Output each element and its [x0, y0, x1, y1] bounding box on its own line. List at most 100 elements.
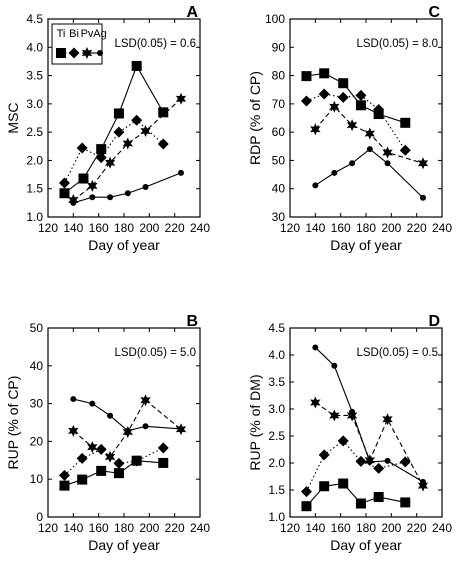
- y-tick-label: 2.0: [26, 153, 43, 167]
- data-point-pv: [68, 424, 79, 437]
- x-axis-label: Day of year: [330, 237, 402, 253]
- data-point-ag: [312, 344, 319, 351]
- data-point-bi: [95, 152, 107, 164]
- data-point-ag: [420, 194, 426, 201]
- data-point-ag: [384, 160, 391, 167]
- x-tick-label: 240: [190, 521, 210, 535]
- panel-letter: C: [428, 4, 440, 21]
- data-point-ag: [366, 146, 373, 153]
- legend-marker-ag: [97, 50, 103, 56]
- data-point-bi: [157, 138, 169, 150]
- legend-marker-ti: [56, 48, 66, 58]
- series-line-ti: [306, 72, 406, 124]
- y-tick-label: 80: [272, 69, 286, 83]
- y-tick-label: 1.5: [26, 182, 43, 196]
- y-tick-label: 4.0: [26, 40, 43, 54]
- legend-marker-bi: [68, 47, 80, 59]
- data-point-bi: [399, 144, 411, 156]
- series-line-ag: [73, 398, 182, 432]
- x-tick-label: 240: [432, 521, 452, 535]
- legend-marker-pv: [81, 47, 93, 59]
- x-tick-label: 180: [356, 521, 376, 535]
- y-tick-label: 2.5: [268, 429, 285, 443]
- y-tick-label: 3.5: [26, 69, 43, 83]
- x-tick-label: 160: [89, 221, 109, 235]
- data-point-ag: [384, 457, 391, 464]
- x-tick-label: 220: [165, 521, 185, 535]
- series-line-ag: [73, 172, 182, 204]
- data-point-bi: [373, 462, 385, 474]
- data-point-bi: [399, 456, 411, 468]
- x-axis-label: Day of year: [88, 237, 160, 253]
- data-point-ag: [142, 423, 149, 430]
- lsd-annotation: LSD(0.05) = 5.0: [114, 347, 196, 359]
- y-tick-label: 1.0: [26, 210, 43, 224]
- series-line-bi: [63, 119, 164, 184]
- data-point-ag: [178, 169, 184, 176]
- x-axis-label: Day of year: [88, 537, 160, 553]
- data-point-ti: [400, 117, 411, 128]
- x-axis-label: Day of year: [330, 537, 402, 553]
- y-tick-label: 10: [30, 472, 44, 486]
- y-tick-label: 3.0: [268, 402, 285, 416]
- data-point-pv: [382, 413, 393, 426]
- data-point-pv: [346, 119, 358, 132]
- y-tick-label: 60: [272, 125, 286, 139]
- panel-d: 120 140 160 180 200 220 240 1.0 1.5 2.0 2.5 3.0 3.5 4…: [247, 313, 452, 553]
- data-point-ag: [142, 184, 149, 191]
- y-axis-label: RDP (% of CP): [247, 71, 263, 165]
- x-tick-label: 220: [165, 221, 185, 235]
- y-tick-label: 50: [272, 153, 286, 167]
- data-point-pv: [329, 100, 340, 113]
- data-point-pv: [104, 450, 116, 463]
- data-point-bi: [337, 91, 349, 103]
- data-point-ag: [107, 194, 114, 201]
- data-point-bi: [113, 126, 125, 138]
- data-point-ti: [158, 107, 169, 118]
- data-point-ag: [331, 169, 338, 176]
- y-tick-label: 3.5: [268, 375, 285, 389]
- data-point-ti: [77, 474, 88, 485]
- data-point-pv: [417, 157, 429, 170]
- y-tick-label: 4.5: [26, 12, 43, 26]
- data-point-ag: [312, 182, 319, 189]
- x-tick-label: 200: [381, 221, 401, 235]
- data-point-bi: [76, 452, 88, 464]
- data-point-ag: [420, 478, 426, 485]
- data-point-ti: [131, 60, 142, 71]
- x-tick-label: 200: [381, 521, 401, 535]
- x-tick-label: 220: [407, 221, 427, 235]
- series-line-pv: [314, 105, 424, 164]
- x-tick-label: 120: [38, 221, 58, 235]
- data-point-ti: [319, 68, 330, 79]
- data-point-ti: [338, 78, 349, 89]
- legend-label: Ti: [57, 28, 66, 40]
- y-tick-label: 3.0: [26, 97, 43, 111]
- data-point-ti: [301, 501, 312, 512]
- panel-letter: B: [186, 313, 198, 330]
- x-tick-label: 160: [89, 521, 109, 535]
- data-point-bi: [131, 455, 143, 467]
- data-point-pv: [140, 125, 151, 138]
- x-tick-label: 180: [114, 521, 134, 535]
- x-tick-label: 220: [407, 521, 427, 535]
- y-axis-label: MSC: [5, 102, 21, 133]
- data-point-ti: [59, 188, 70, 199]
- data-point-ag: [70, 396, 77, 403]
- data-point-ti: [373, 492, 384, 503]
- data-point-ag: [366, 458, 373, 465]
- data-point-pv: [382, 146, 393, 159]
- y-tick-label: 40: [30, 359, 44, 373]
- x-tick-label: 200: [139, 221, 159, 235]
- series-line-ag: [314, 347, 424, 483]
- lsd-annotation: LSD(0.05) = 0.5: [356, 347, 438, 359]
- x-tick-label: 160: [331, 221, 351, 235]
- data-point-pv: [104, 156, 116, 169]
- x-tick-label: 180: [114, 221, 134, 235]
- data-point-bi: [95, 443, 107, 455]
- lsd-annotation: LSD(0.05) = 0.6: [114, 38, 196, 50]
- data-point-pv: [87, 441, 98, 454]
- x-tick-label: 160: [331, 521, 351, 535]
- y-tick-label: 70: [272, 97, 286, 111]
